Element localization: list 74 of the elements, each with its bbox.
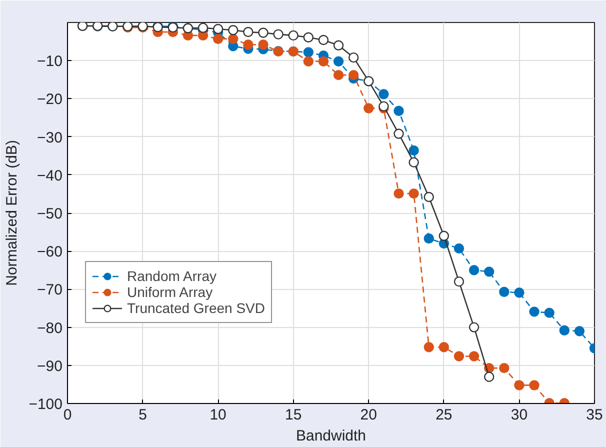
point [378,89,389,100]
point [288,30,298,41]
point [499,362,510,374]
point [424,342,434,352]
point [438,342,450,352]
point [454,351,464,362]
y-tick-label: −90 [37,358,63,375]
point [514,380,524,390]
point [258,40,268,50]
point [408,188,419,199]
x-tick-label: 20 [360,406,377,424]
x-tick-label: 10 [210,406,226,424]
point [212,34,224,44]
point [318,56,329,66]
point [394,128,404,139]
point [514,288,524,298]
legend-label: Random Array [127,268,216,284]
x-tick-label: 5 [138,406,147,424]
point [454,243,464,254]
point [303,32,314,42]
point [198,22,208,33]
point [394,106,404,116]
y-tick-label: −60 [37,244,63,261]
point [228,34,238,44]
point [273,29,284,40]
point [258,28,268,38]
x-tick-label: 0 [63,406,72,424]
y-tick-label: −70 [37,282,63,299]
point [303,47,314,58]
point [333,56,344,66]
y-tick-label: −100 [28,396,63,413]
point [364,103,374,114]
point [348,70,359,80]
point [424,233,434,244]
point [484,372,494,382]
point [228,25,238,36]
point [408,145,419,156]
point [394,188,404,199]
point [544,308,554,318]
point [424,192,434,202]
y-tick-label: −80 [37,320,63,337]
point [212,24,224,34]
point [438,230,450,241]
point [318,34,329,46]
y-tick-label: −50 [37,206,63,222]
x-axis-title: Bandwidth [296,428,366,444]
y-tick-label: −40 [37,167,63,184]
point [303,56,314,66]
legend-label: Truncated Green SVD [127,300,265,316]
point [333,40,344,50]
x-tick-label: 30 [510,406,528,424]
point [348,52,359,63]
point [333,70,344,80]
y-tick-label: −20 [37,91,63,108]
point [243,26,254,38]
y-tick-label: −10 [37,53,63,70]
point [574,326,585,336]
point [499,286,510,297]
y-axis-title: Normalized Error (dB) [4,140,21,286]
point [484,266,494,277]
legend-label: Uniform Array [127,284,213,300]
point [559,325,570,336]
point [529,306,540,317]
point [454,276,464,287]
x-tick-label: 25 [436,406,452,424]
point [243,40,254,50]
point [468,265,480,276]
point [529,380,540,390]
y-tick-label: −30 [37,129,63,146]
x-tick-label: 35 [586,406,603,424]
x-tick-label: 15 [285,406,302,424]
point [468,351,480,362]
point [408,157,419,168]
point [468,322,480,332]
